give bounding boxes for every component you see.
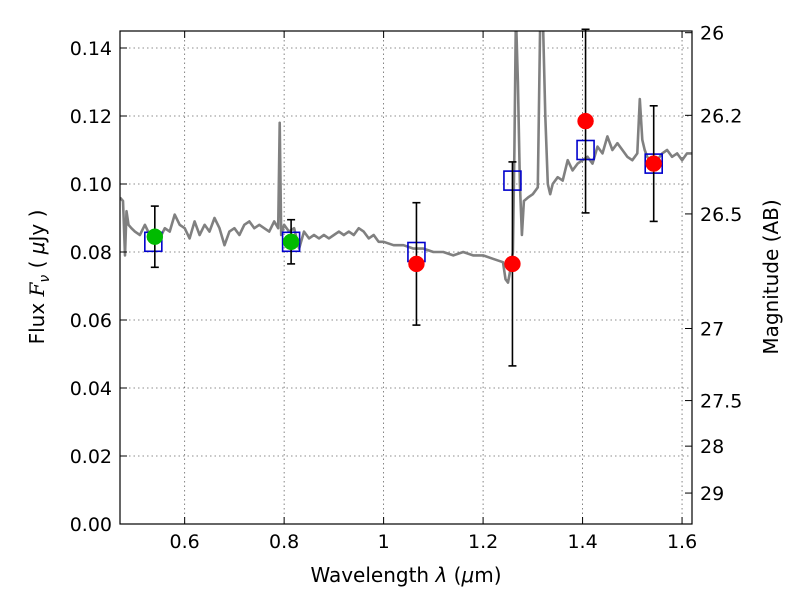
observed-point	[408, 255, 425, 273]
plot-frame	[119, 30, 693, 525]
y-tick-label: 0.04	[70, 378, 112, 400]
x-tick-label: 0.8	[269, 531, 299, 553]
y2-tick-label: 26.5	[700, 204, 742, 226]
x-tick-label: 1.4	[567, 531, 597, 553]
y-axis-title: Flux Fν ( μJy )	[25, 210, 53, 345]
y-tick-label: 0.12	[70, 106, 112, 128]
x-axis-title: Wavelength λ (μm)	[310, 563, 501, 587]
spectrum-layer	[120, 31, 692, 284]
y-tick-label: 0.02	[70, 446, 112, 468]
observed-point	[577, 112, 594, 130]
x-tick-label: 1.6	[667, 531, 697, 553]
x-tick-label: 0.6	[170, 531, 200, 553]
y-axis-right: 26 26.2 26.5 27 27.5 28 29	[685, 23, 742, 505]
y-tick-label: 0.10	[70, 174, 112, 196]
y-tick-label: 0.14	[70, 38, 112, 60]
y2-tick-label: 29	[700, 483, 724, 505]
y-axis-left: 0.00 0.02 0.04 0.06 0.08 0.10 0.12 0.14	[70, 38, 127, 536]
y2-tick-label: 27.5	[700, 391, 742, 413]
observed-point	[504, 255, 521, 273]
y2-tick-label: 26	[700, 23, 724, 45]
observed-point	[282, 233, 300, 251]
spectrum-line	[120, 31, 692, 284]
y-tick-label: 0.00	[70, 514, 112, 536]
y2-tick-label: 26.2	[700, 105, 742, 127]
x-axis: 0.6 0.8 1 1.2 1.4 1.6	[170, 31, 697, 553]
x-tick-label: 1	[378, 531, 390, 553]
observed-point	[146, 228, 164, 245]
y-tick-label: 0.06	[70, 310, 112, 332]
y2-tick-label: 28	[700, 436, 724, 458]
y2-tick-label: 27	[700, 319, 724, 341]
y-tick-label: 0.08	[70, 242, 112, 264]
y2-axis-title: Magnitude (AB)	[759, 199, 783, 354]
marker-layer	[144, 28, 664, 367]
grid-layer	[120, 31, 692, 525]
x-tick-label: 1.2	[468, 531, 498, 553]
observed-point	[645, 155, 662, 172]
